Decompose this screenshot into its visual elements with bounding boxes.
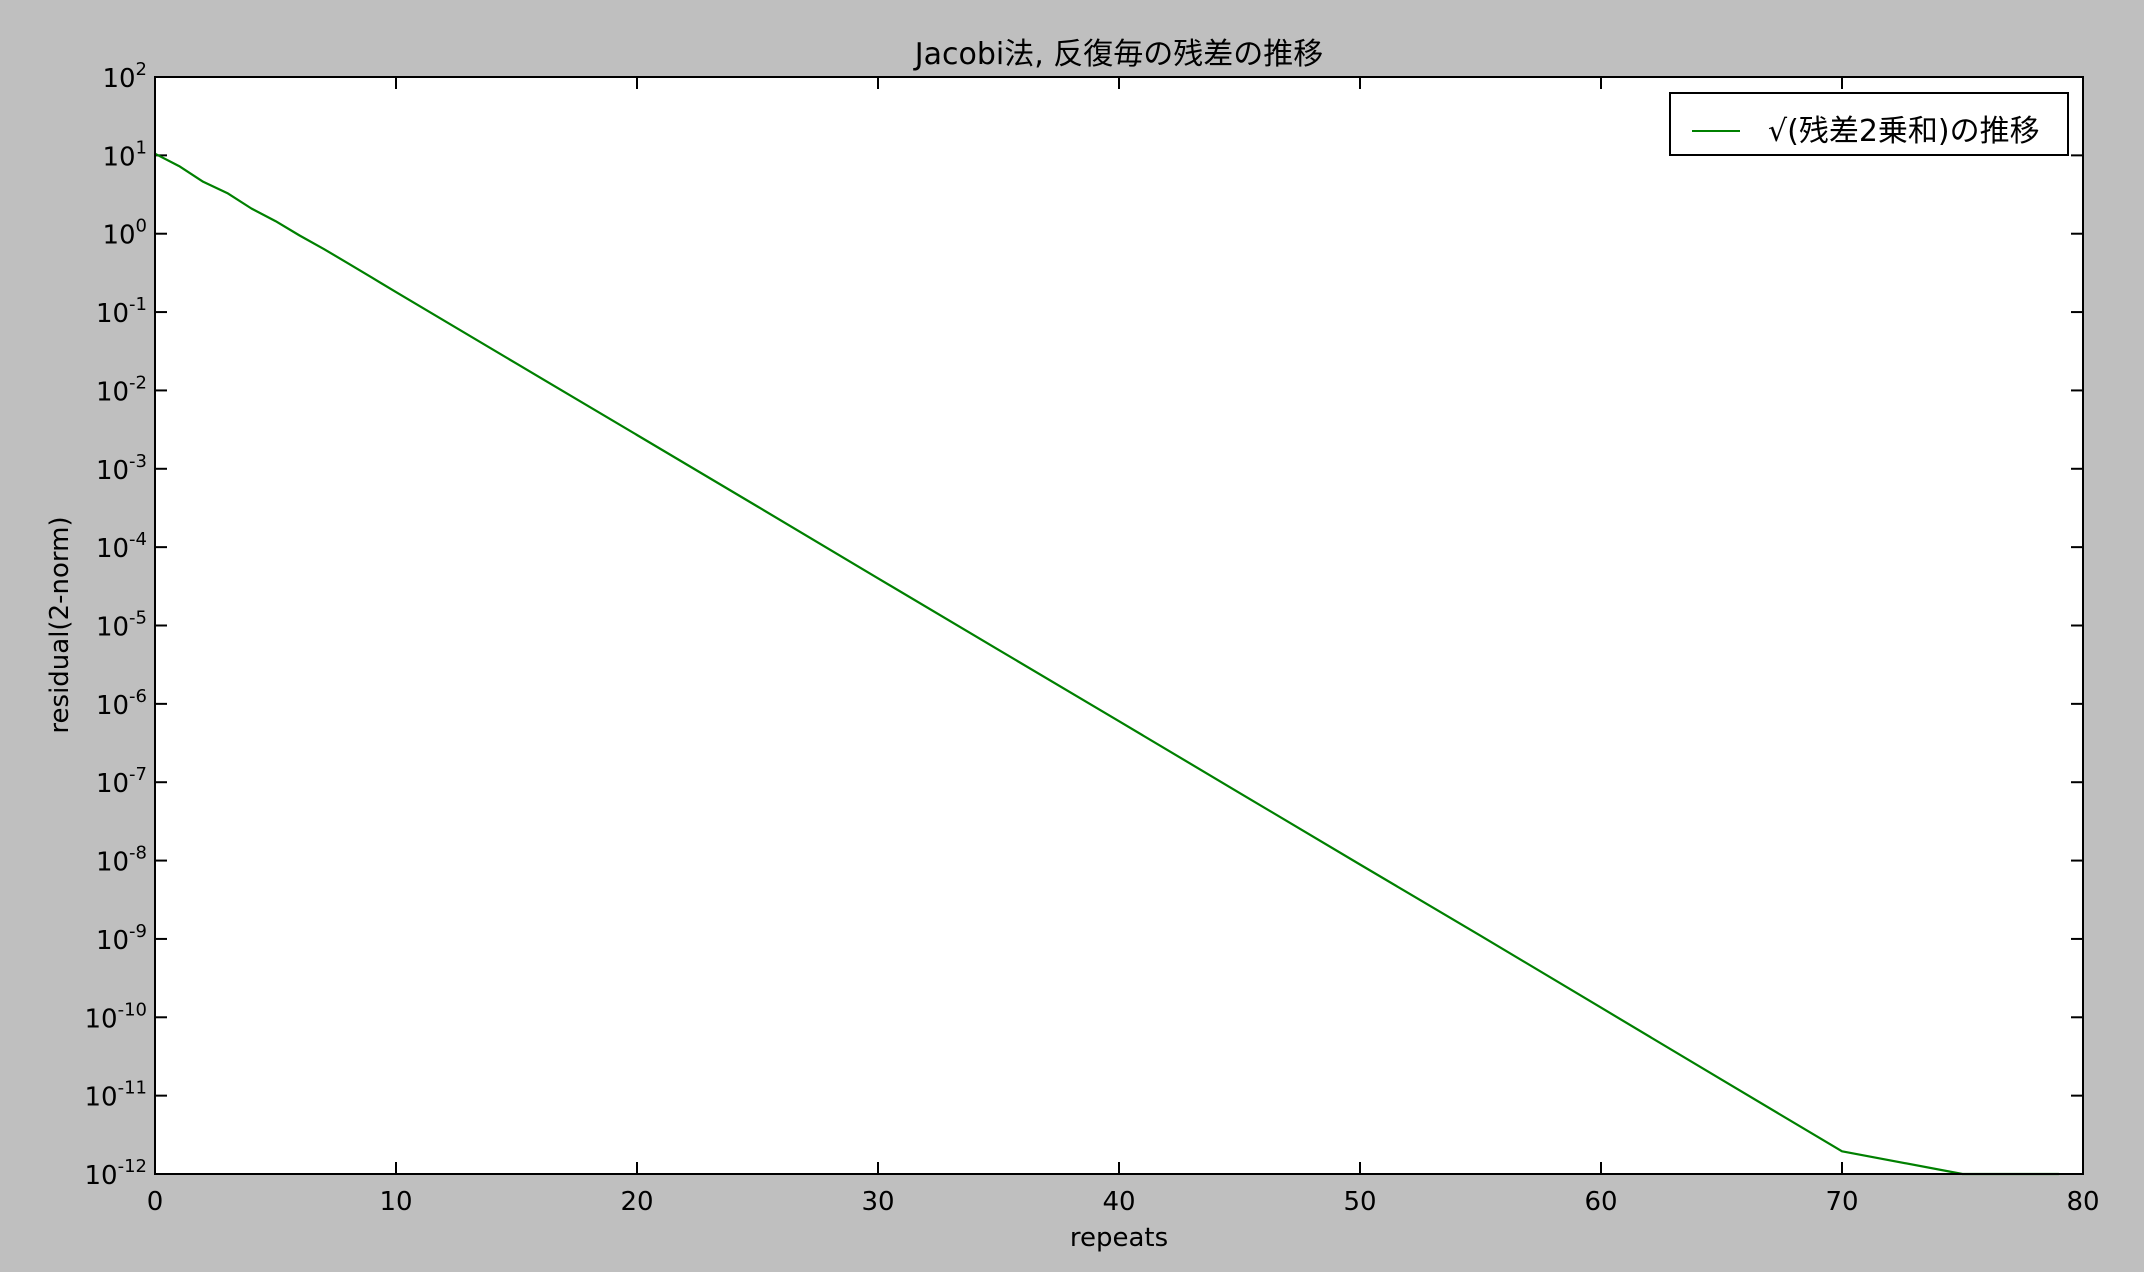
- legend-label: √(残差2乗和)の推移: [1768, 114, 2040, 149]
- y-tick-label: 10-6: [96, 686, 147, 721]
- plot-area: [155, 77, 2083, 1174]
- y-tick-label: 10-12: [85, 1156, 148, 1191]
- legend: √(残差2乗和)の推移: [1669, 92, 2069, 156]
- series-line-0: [154, 152, 2059, 1176]
- chart-title: Jacobi法, 反復毎の残差の推移: [913, 37, 1324, 72]
- x-tick-label: 0: [147, 1187, 164, 1217]
- y-tick-label: 10-4: [96, 529, 147, 564]
- y-tick-label: 10-8: [96, 843, 147, 878]
- x-tick-label: 30: [861, 1187, 894, 1217]
- x-tick-label: 80: [2066, 1187, 2099, 1217]
- y-tick-label: 10-9: [96, 921, 147, 956]
- y-tick-label: 10-11: [85, 1078, 148, 1113]
- x-axis-title: repeats: [1070, 1223, 1168, 1253]
- y-tick-label: 10-7: [96, 764, 147, 799]
- series-layer: [154, 152, 2059, 1176]
- y-tick-label: 101: [102, 137, 147, 172]
- legend-box: [1669, 92, 2069, 156]
- x-tick-label: 50: [1343, 1187, 1376, 1217]
- x-tick-label: 20: [620, 1187, 653, 1217]
- y-tick-label: 102: [102, 59, 147, 94]
- x-tick-label: 60: [1584, 1187, 1617, 1217]
- x-tick-label: 40: [1102, 1187, 1135, 1217]
- x-tick-label: 70: [1825, 1187, 1858, 1217]
- y-tick-label: 10-5: [96, 608, 147, 643]
- y-tick-label: 10-10: [85, 999, 148, 1034]
- x-tick-label: 10: [379, 1187, 412, 1217]
- plot-frame: [154, 76, 2084, 1175]
- y-tick-label: 10-3: [96, 451, 147, 486]
- y-tick-label: 10-2: [96, 372, 147, 407]
- y-tick-label: 10-1: [96, 294, 147, 329]
- y-axis-title: residual(2-norm): [45, 516, 75, 733]
- y-tick-label: 100: [102, 216, 147, 251]
